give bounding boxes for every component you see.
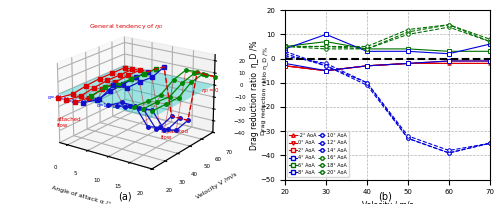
- Text: attached
flow: attached flow: [57, 117, 82, 128]
- Text: separated
flow: separated flow: [161, 129, 189, 140]
- Text: $\eta_D=0$: $\eta_D=0$: [201, 86, 220, 95]
- X-axis label: Velocity / m/s: Velocity / m/s: [362, 201, 413, 204]
- Text: (a): (a): [118, 192, 132, 202]
- Text: (b): (b): [378, 192, 392, 202]
- Text: General tendency of $\eta_D$: General tendency of $\eta_D$: [89, 22, 164, 31]
- Legend: -2° AoA, 0° AoA, 2° AoA, 4° AoA, 6° AoA, 8° AoA, 10° AoA, 12° AoA, 14° AoA, 16° : -2° AoA, 0° AoA, 2° AoA, 4° AoA, 6° AoA,…: [288, 131, 348, 177]
- X-axis label: Angle of attack α /°: Angle of attack α /°: [50, 185, 111, 204]
- Y-axis label: Velocity V /m/s: Velocity V /m/s: [195, 171, 238, 200]
- Y-axis label: Drag reduction ratio  η_D /%: Drag reduction ratio η_D /%: [250, 40, 259, 150]
